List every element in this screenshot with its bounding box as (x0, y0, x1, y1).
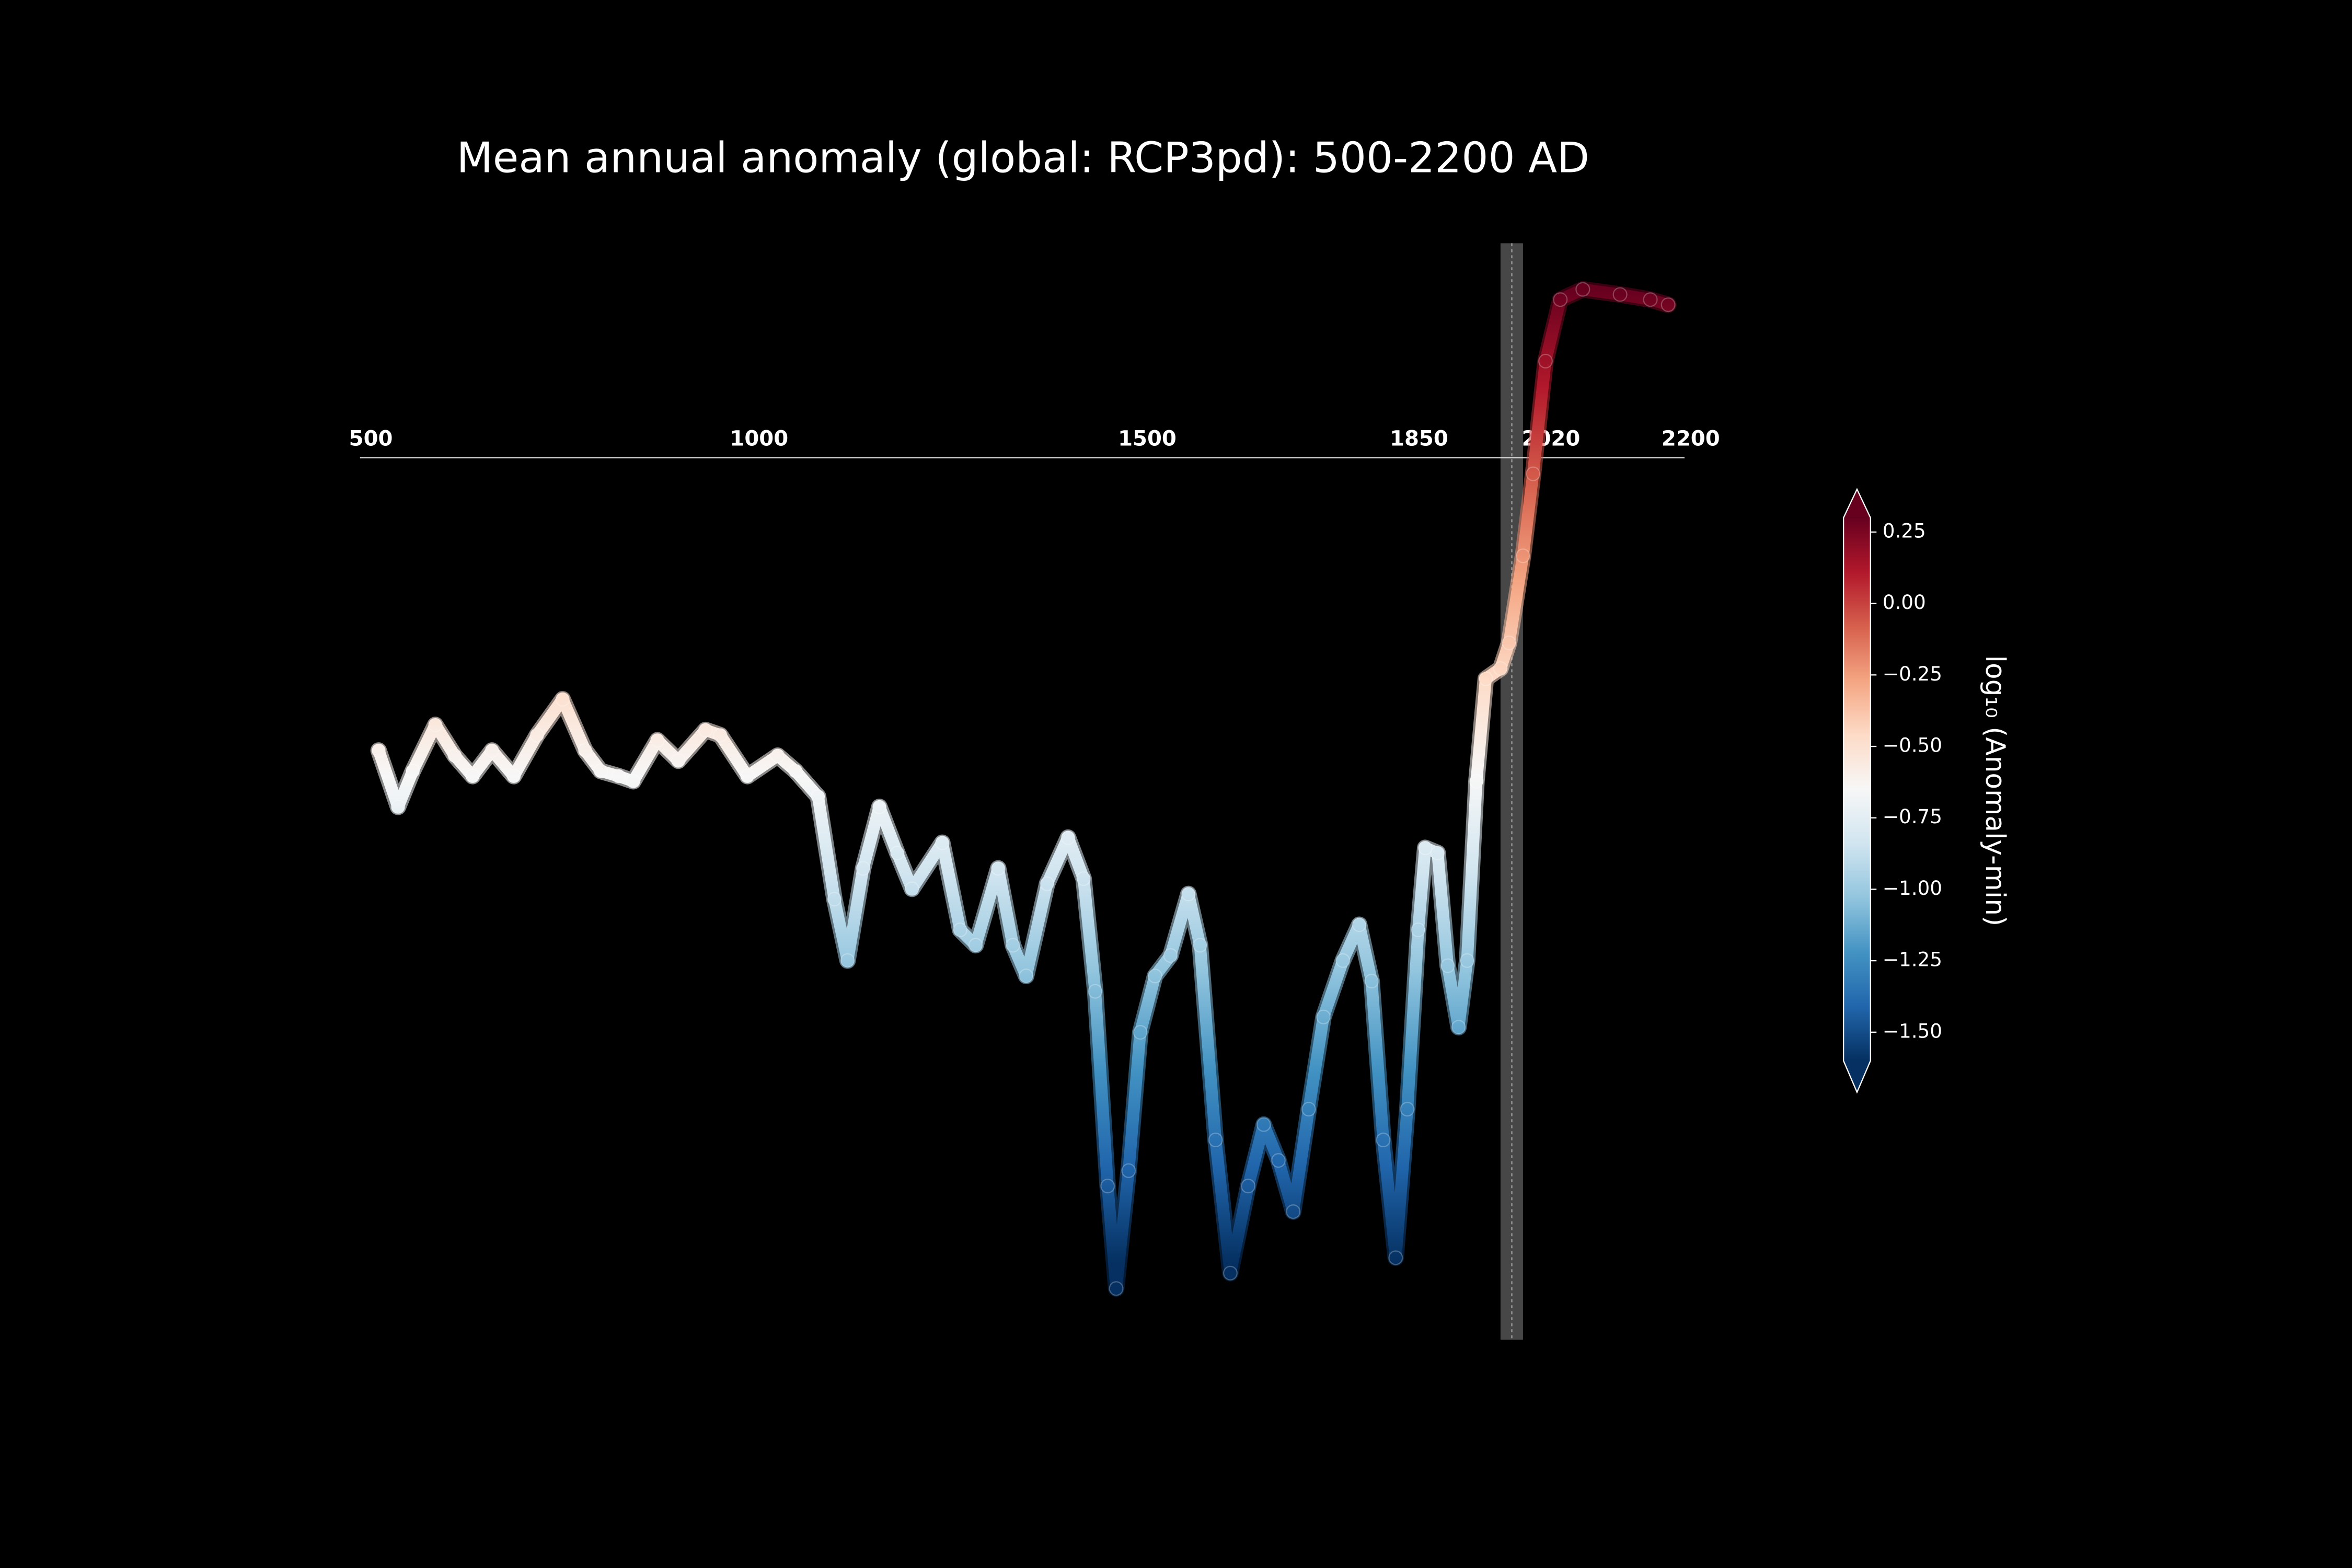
point (485, 743, 500, 758)
point (856, 861, 871, 876)
point (1451, 1020, 1466, 1035)
x-tick-label: 1500 (1118, 426, 1177, 451)
x-tick-label: 1850 (1390, 426, 1448, 451)
point (872, 799, 887, 814)
point (904, 881, 919, 896)
point (1133, 1025, 1148, 1040)
point (1417, 840, 1433, 856)
colorbar-tick-label: −0.50 (1883, 734, 1942, 757)
point (1060, 830, 1076, 845)
point (1088, 984, 1103, 999)
point (1316, 1009, 1331, 1024)
point (1376, 1132, 1391, 1148)
colorbar-tick-label: −1.50 (1883, 1019, 1942, 1042)
point (1005, 938, 1021, 953)
point (935, 835, 950, 850)
x-tick-label: 500 (349, 426, 393, 451)
colorbar-extend-top (1843, 489, 1871, 518)
colorbar-tick-label: −0.75 (1883, 805, 1942, 828)
point (1352, 917, 1367, 932)
point (1271, 1153, 1286, 1168)
point (593, 764, 608, 779)
colorbar-tick-label: −1.25 (1883, 948, 1942, 971)
point (1040, 876, 1055, 891)
colorbar-tick-label: −1.00 (1883, 877, 1942, 900)
point (811, 789, 826, 804)
point (990, 861, 1006, 876)
point (529, 728, 545, 743)
point (1223, 1265, 1238, 1281)
point (1019, 969, 1034, 984)
point (506, 768, 521, 784)
point (788, 764, 803, 779)
point (1526, 466, 1541, 481)
point (1612, 287, 1628, 302)
point (1478, 671, 1493, 686)
point (555, 691, 570, 707)
point (1286, 1204, 1301, 1219)
colorbar-label: log₁₀ (Anomaly-min) (1979, 655, 2011, 926)
point (447, 748, 463, 763)
point (1430, 845, 1445, 861)
point (626, 774, 641, 789)
point (578, 743, 593, 758)
point (1121, 1163, 1136, 1178)
point (1100, 1179, 1115, 1194)
x-tick-label: 1000 (730, 426, 788, 451)
point (1575, 282, 1590, 297)
point (611, 768, 626, 784)
point (371, 743, 386, 758)
point (1364, 974, 1379, 989)
colorbar-outline (1842, 488, 1871, 1094)
point (405, 764, 420, 779)
point (1301, 1102, 1317, 1117)
point (840, 953, 855, 968)
colorbar-tick-label: 0.00 (1883, 591, 1926, 614)
point (1181, 886, 1196, 902)
point (465, 768, 480, 784)
point (1493, 661, 1508, 676)
point (698, 722, 713, 737)
point (1643, 292, 1658, 307)
point (1208, 1132, 1223, 1148)
colorbar-extend-bottom (1843, 1060, 1871, 1092)
point (1335, 953, 1351, 968)
point (1502, 635, 1517, 651)
point (1459, 953, 1475, 968)
point (428, 717, 443, 732)
point (1440, 958, 1455, 973)
point (890, 845, 905, 861)
point (712, 728, 728, 743)
point (1553, 292, 1568, 307)
point (952, 922, 968, 938)
point (1538, 353, 1553, 368)
point (650, 733, 665, 748)
point (1147, 969, 1162, 984)
point (740, 768, 755, 784)
point (1661, 297, 1676, 313)
point (1076, 871, 1091, 886)
point (671, 753, 686, 768)
point (1163, 948, 1178, 963)
point (1256, 1117, 1271, 1132)
point (1411, 922, 1426, 938)
point (968, 938, 983, 953)
x-tick-label: 2200 (1662, 426, 1720, 451)
point (770, 748, 785, 763)
colorbar-tick-label: −0.25 (1883, 662, 1942, 685)
point (1469, 774, 1484, 789)
point (1400, 1102, 1415, 1117)
point (390, 799, 406, 814)
colorbar (1843, 517, 1871, 1061)
chart-title: Mean annual anomaly (global: RCP3pd): 50… (457, 133, 1589, 182)
point (1515, 548, 1530, 563)
point (1192, 938, 1208, 953)
point (1388, 1250, 1403, 1265)
point (827, 892, 842, 907)
colorbar-tick-label: 0.25 (1883, 519, 1926, 542)
point (1109, 1281, 1124, 1296)
point (1241, 1179, 1256, 1194)
